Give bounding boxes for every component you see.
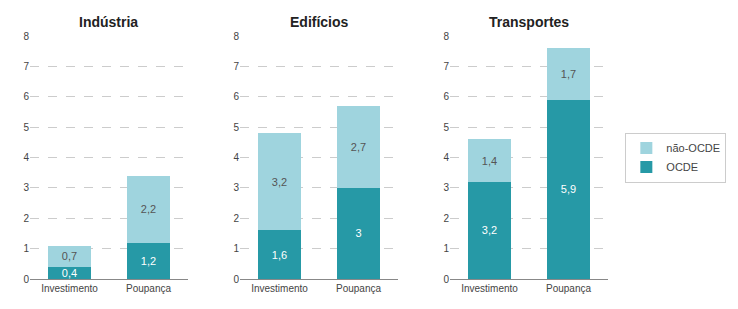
svg-text:8: 8: [23, 31, 29, 42]
svg-text:2,7: 2,7: [351, 141, 366, 153]
svg-text:7: 7: [23, 61, 29, 72]
svg-text:7: 7: [233, 61, 239, 72]
svg-text:Transportes: Transportes: [489, 14, 569, 30]
svg-text:OCDE: OCDE: [666, 161, 698, 173]
svg-text:5: 5: [443, 122, 449, 133]
svg-text:Poupança: Poupança: [336, 283, 381, 294]
svg-text:4: 4: [23, 152, 29, 163]
svg-text:3,2: 3,2: [482, 224, 497, 236]
svg-text:Investimento: Investimento: [251, 283, 308, 294]
svg-text:Poupança: Poupança: [546, 283, 591, 294]
svg-text:3: 3: [23, 182, 29, 193]
svg-text:6: 6: [233, 91, 239, 102]
svg-text:0,4: 0,4: [62, 267, 77, 279]
svg-text:0: 0: [23, 274, 29, 285]
svg-text:3: 3: [233, 182, 239, 193]
svg-text:1,2: 1,2: [141, 255, 156, 267]
svg-text:3: 3: [443, 182, 449, 193]
svg-text:7: 7: [443, 61, 449, 72]
svg-text:1: 1: [443, 243, 449, 254]
svg-text:5: 5: [23, 122, 29, 133]
svg-text:Investimento: Investimento: [41, 283, 98, 294]
svg-text:1: 1: [233, 243, 239, 254]
svg-text:4: 4: [443, 152, 449, 163]
svg-text:8: 8: [443, 31, 449, 42]
svg-text:não-OCDE: não-OCDE: [666, 142, 720, 154]
svg-text:Investimento: Investimento: [461, 283, 518, 294]
svg-text:1,7: 1,7: [561, 68, 576, 80]
svg-text:3,2: 3,2: [272, 176, 287, 188]
svg-text:6: 6: [443, 91, 449, 102]
svg-text:1: 1: [23, 243, 29, 254]
svg-text:4: 4: [233, 152, 239, 163]
svg-text:0: 0: [443, 274, 449, 285]
svg-text:0: 0: [233, 274, 239, 285]
svg-text:2: 2: [23, 213, 29, 224]
svg-text:6: 6: [23, 91, 29, 102]
svg-text:5: 5: [233, 122, 239, 133]
svg-text:2: 2: [233, 213, 239, 224]
svg-text:5,9: 5,9: [561, 183, 576, 195]
svg-text:Indústria: Indústria: [79, 14, 138, 30]
svg-text:8: 8: [233, 31, 239, 42]
svg-text:0,7: 0,7: [62, 250, 77, 262]
svg-text:2,2: 2,2: [141, 203, 156, 215]
svg-text:Edifícios: Edifícios: [290, 14, 349, 30]
svg-text:Poupança: Poupança: [126, 283, 171, 294]
svg-text:3: 3: [355, 227, 361, 239]
svg-text:1,4: 1,4: [482, 155, 497, 167]
svg-text:1,6: 1,6: [272, 249, 287, 261]
svg-text:2: 2: [443, 213, 449, 224]
